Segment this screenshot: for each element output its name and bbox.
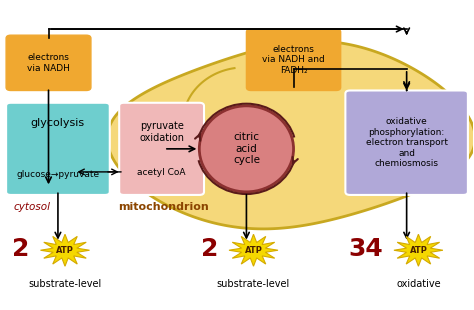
Text: citric
acid
cycle: citric acid cycle [233, 132, 260, 166]
FancyBboxPatch shape [346, 91, 468, 195]
Text: substrate-level: substrate-level [217, 279, 290, 290]
Polygon shape [107, 41, 474, 229]
Text: electrons
via NADH and
FADH₂: electrons via NADH and FADH₂ [262, 45, 325, 75]
FancyBboxPatch shape [6, 35, 91, 91]
Text: cytosol: cytosol [14, 202, 51, 212]
Polygon shape [229, 234, 278, 266]
Text: mitochondrion: mitochondrion [118, 202, 210, 212]
Text: electrons
via NADH: electrons via NADH [27, 53, 70, 73]
Text: oxidative: oxidative [396, 279, 441, 290]
Text: ATP: ATP [410, 246, 428, 255]
Text: pyruvate
oxidation: pyruvate oxidation [139, 121, 184, 143]
Ellipse shape [199, 106, 293, 192]
Text: acetyl CoA: acetyl CoA [137, 167, 186, 176]
Text: 34: 34 [348, 237, 383, 261]
Text: ATP: ATP [56, 246, 74, 255]
Text: glycolysis: glycolysis [31, 118, 85, 128]
Polygon shape [394, 234, 443, 266]
FancyBboxPatch shape [6, 103, 110, 195]
Text: ATP: ATP [245, 246, 263, 255]
Polygon shape [40, 234, 90, 266]
FancyBboxPatch shape [246, 29, 341, 91]
FancyBboxPatch shape [119, 103, 204, 195]
Text: 2: 2 [12, 237, 30, 261]
Text: glucose→pyruvate: glucose→pyruvate [17, 170, 100, 179]
Text: oxidative
phosphorylation:
electron transport
and
chemiosmosis: oxidative phosphorylation: electron tran… [365, 117, 447, 168]
Text: 2: 2 [201, 237, 218, 261]
Text: substrate-level: substrate-level [28, 279, 101, 290]
